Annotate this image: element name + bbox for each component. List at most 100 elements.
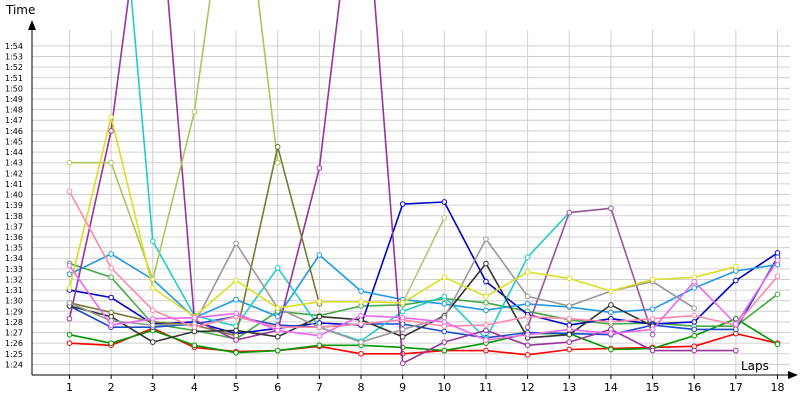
data-point [316, 324, 323, 331]
data-point [733, 263, 739, 270]
data-point [691, 319, 698, 325]
y-tick-label: 1:27 [5, 329, 23, 338]
y-tick-label: 1:50 [5, 84, 23, 93]
y-tick-label: 1:47 [5, 116, 23, 125]
data-point [399, 326, 406, 333]
x-tick-label: 18 [771, 381, 785, 394]
series-11 [399, 215, 448, 306]
data-point [191, 108, 198, 115]
data-point [566, 339, 573, 345]
data-point [566, 275, 573, 282]
x-tick-label: 8 [358, 381, 365, 394]
series-15 [66, 114, 739, 320]
data-point [733, 321, 739, 327]
series-line [68, 191, 779, 329]
y-tick-label: 1:44 [5, 148, 23, 157]
data-point [524, 254, 531, 260]
data-point [316, 342, 323, 349]
y-tick-label: 1:41 [5, 180, 23, 189]
data-point [524, 352, 531, 358]
y-tick-label: 1:49 [5, 95, 23, 104]
data-point [108, 114, 114, 120]
data-point [483, 260, 489, 267]
data-point [66, 159, 73, 166]
data-point [191, 324, 198, 331]
data-point [524, 331, 531, 338]
y-tick-label: 1:51 [5, 74, 23, 83]
data-point [399, 308, 406, 315]
y-tick-label: 1:36 [5, 233, 23, 242]
data-point [733, 315, 739, 322]
x-tick-label: 17 [729, 381, 743, 394]
data-point [691, 347, 698, 354]
data-point [108, 264, 114, 271]
y-axis-arrow [28, 20, 36, 30]
data-point [483, 327, 489, 334]
data-point [691, 285, 698, 291]
data-point [358, 312, 364, 319]
y-tick-label: 1:35 [5, 244, 23, 253]
data-point [441, 328, 448, 335]
x-tick-label: 11 [479, 381, 493, 394]
data-point [483, 347, 489, 354]
data-point [524, 301, 531, 307]
x-tick-label: 7 [316, 381, 323, 394]
series-line [69, 201, 778, 335]
data-point [566, 346, 573, 353]
y-tick-label: 1:31 [5, 286, 23, 295]
x-tick-label: 6 [274, 381, 281, 394]
series-line [69, 238, 695, 343]
data-point [441, 339, 448, 345]
y-tick-label: 1:32 [5, 275, 23, 284]
data-point [649, 331, 656, 338]
data-point [608, 205, 614, 212]
data-point [608, 288, 614, 294]
data-point [108, 340, 114, 346]
data-point [233, 332, 239, 339]
data-point [274, 327, 281, 334]
data-point [358, 288, 364, 294]
x-tick-label: 12 [521, 381, 535, 394]
x-tick-label: 16 [687, 381, 701, 394]
data-point [108, 251, 114, 257]
y-tick-label: 1:37 [5, 222, 23, 231]
data-point [108, 274, 114, 281]
data-point [441, 215, 448, 221]
data-point [274, 143, 281, 150]
x-tick-label: 14 [604, 381, 618, 394]
data-point [566, 303, 573, 309]
series-line [68, 259, 779, 341]
series-lines [66, 0, 781, 367]
data-point [274, 313, 281, 320]
data-point [524, 293, 531, 300]
data-point [483, 278, 489, 285]
data-point [66, 188, 73, 195]
data-point [233, 296, 239, 303]
series-line [401, 217, 446, 304]
series-line [69, 0, 279, 281]
data-point [149, 285, 156, 291]
x-tick-label: 3 [149, 381, 156, 394]
data-point [274, 333, 281, 340]
data-point [524, 313, 531, 320]
y-tick-label: 1:42 [5, 169, 23, 178]
y-axis-title: Time [5, 3, 35, 17]
data-point [733, 347, 739, 354]
data-point [358, 321, 364, 327]
data-point [233, 349, 239, 356]
data-point [274, 159, 281, 166]
y-tick-label: 1:24 [5, 360, 23, 369]
data-point [608, 309, 614, 316]
data-point [66, 340, 73, 346]
data-point [274, 264, 281, 271]
data-point [66, 315, 73, 322]
data-point [566, 315, 573, 322]
x-tick-label: 15 [646, 381, 660, 394]
y-tick-label: 1:40 [5, 191, 23, 200]
y-tick-label: 1:43 [5, 159, 23, 168]
data-point [441, 274, 448, 281]
data-point [108, 322, 114, 328]
data-point [399, 333, 406, 340]
data-point [149, 322, 156, 328]
y-tick-label: 1:28 [5, 318, 23, 327]
